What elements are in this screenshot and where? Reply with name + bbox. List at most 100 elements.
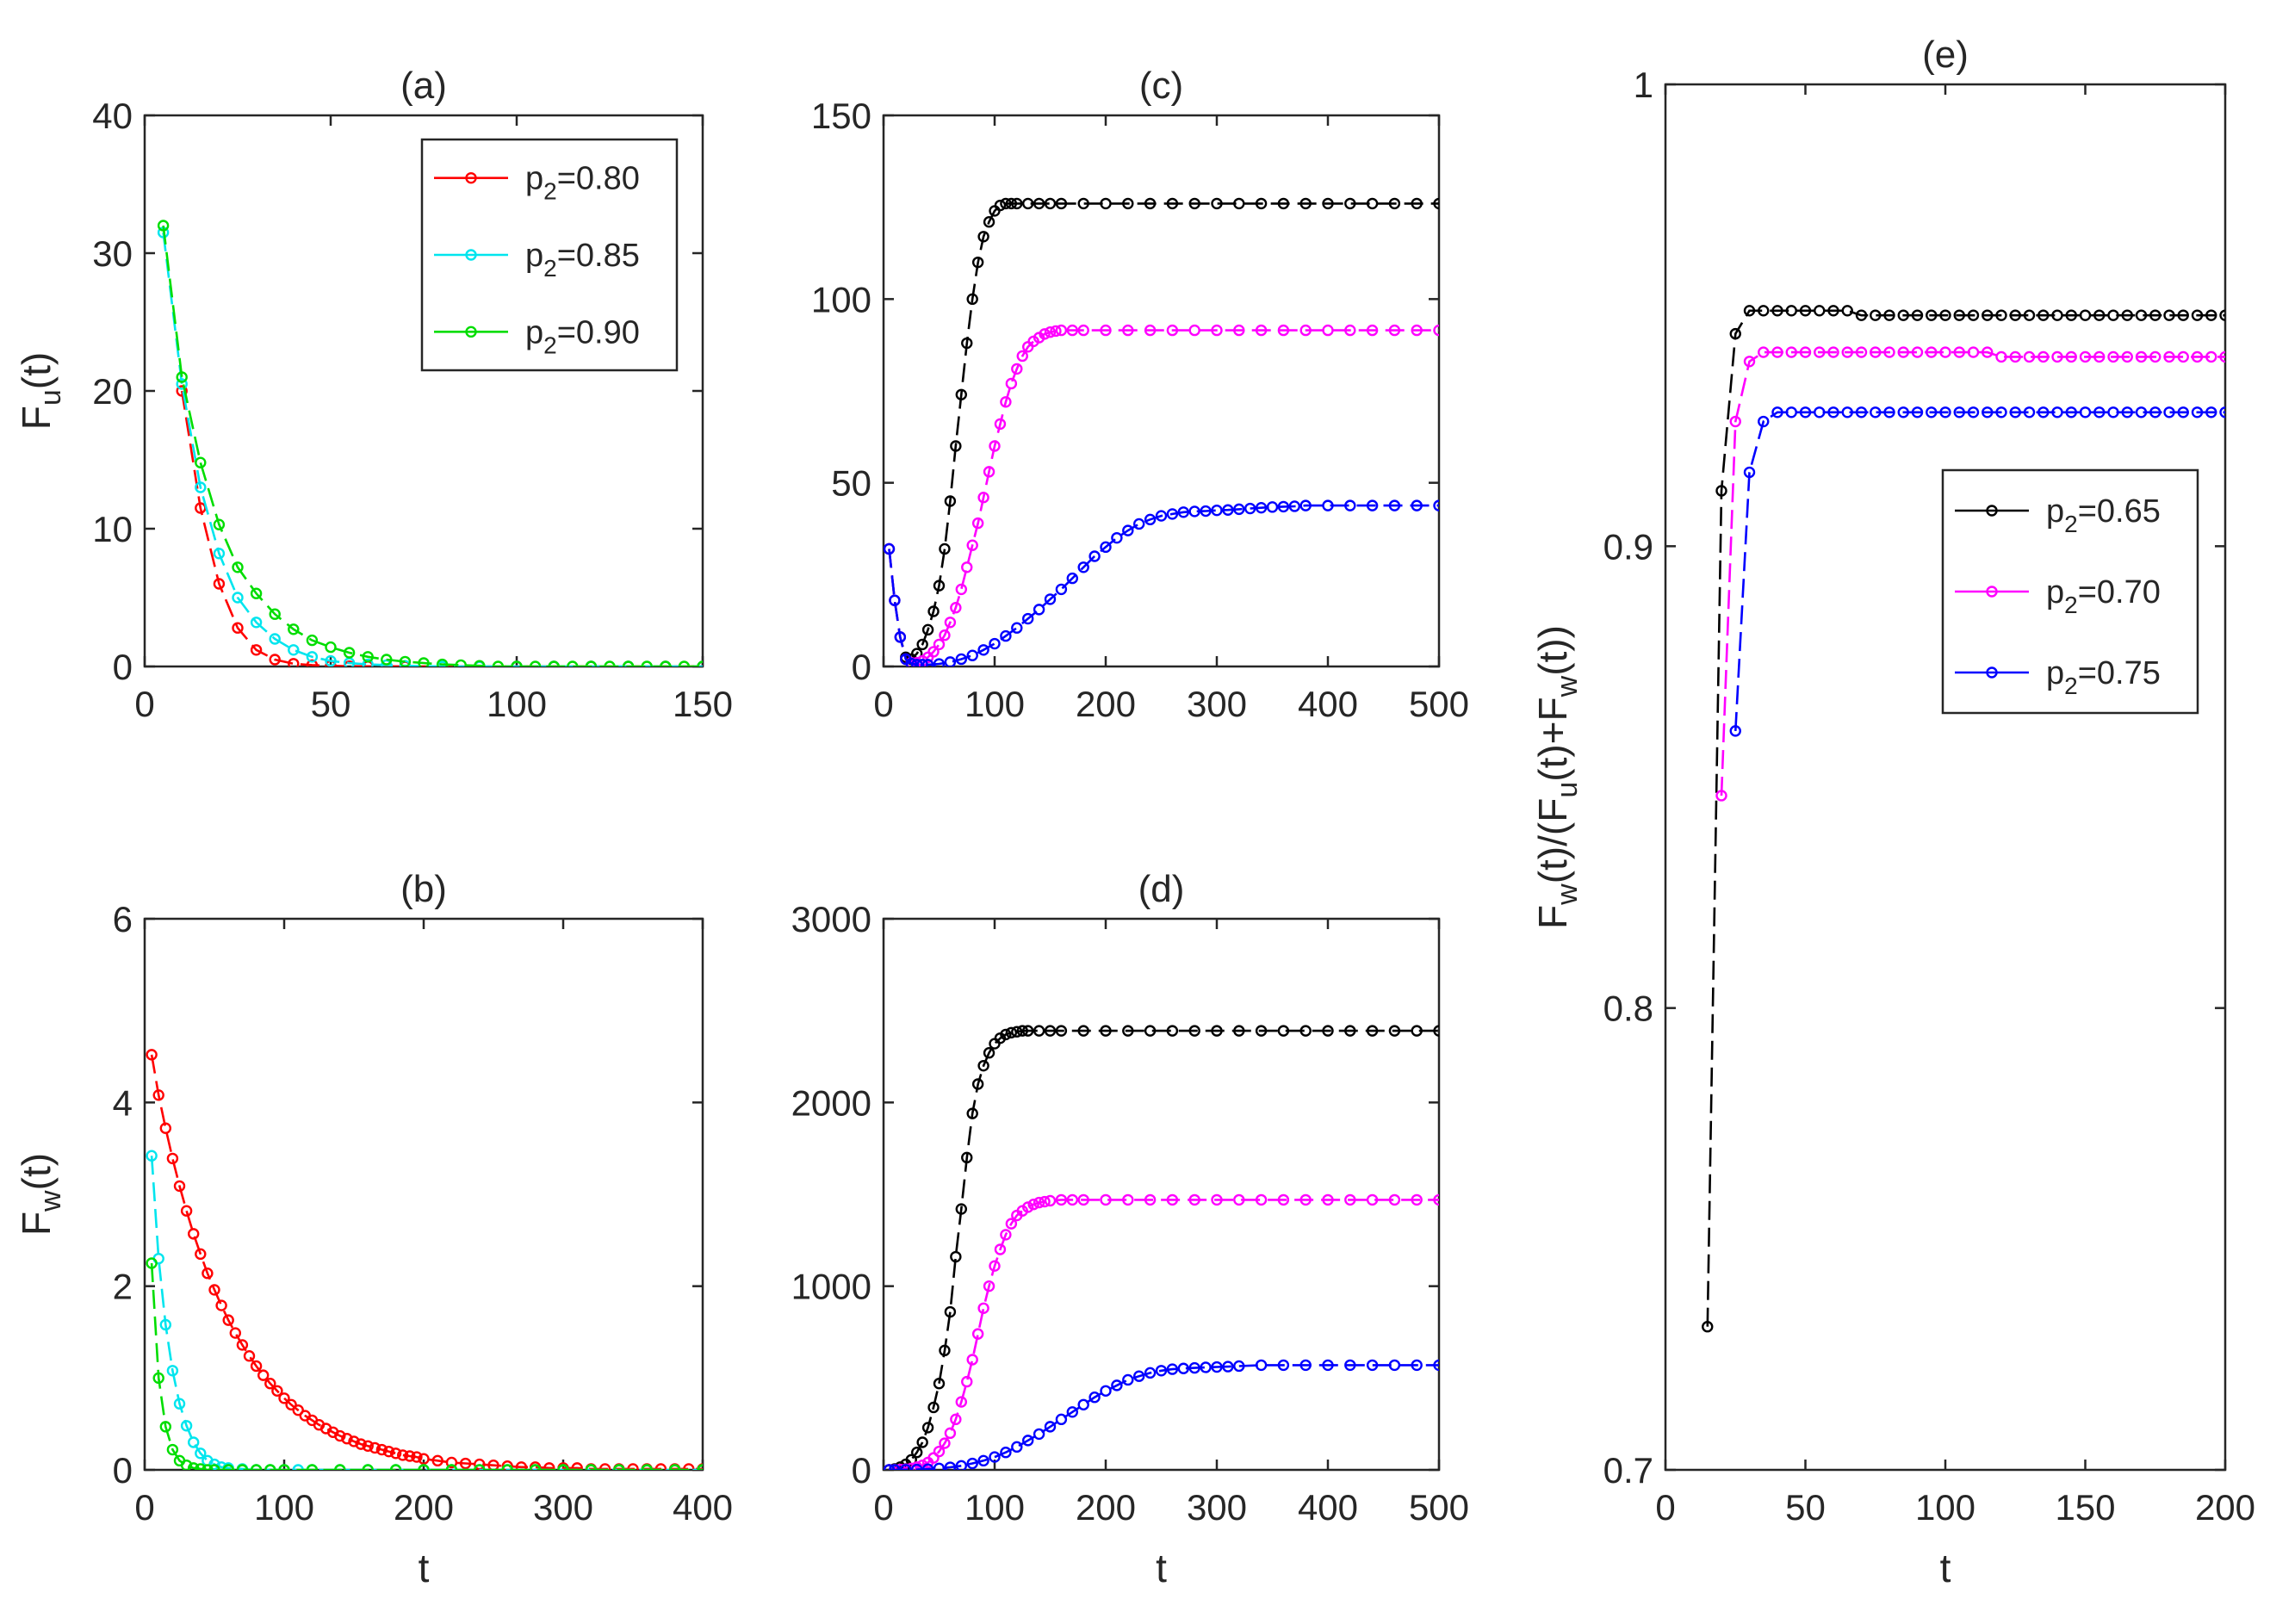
data-point	[180, 1459, 193, 1470]
data-point	[933, 1378, 946, 1390]
data-point	[994, 199, 1007, 212]
series-p2=0.75	[884, 1359, 1439, 1470]
data-point	[418, 1464, 430, 1470]
data-point	[292, 1404, 304, 1416]
legend-swatch-marker	[465, 325, 477, 338]
data-point	[264, 1378, 276, 1390]
data-point	[306, 634, 319, 647]
data-point	[269, 633, 281, 645]
data-point	[1055, 1193, 1068, 1206]
data-point	[1411, 1359, 1423, 1372]
x-tick-label: 150	[673, 684, 733, 724]
data-point	[250, 587, 263, 599]
data-point	[2107, 309, 2119, 321]
series-line	[1706, 309, 2225, 1327]
data-point	[1299, 1025, 1312, 1037]
data-point	[921, 659, 934, 666]
data-point	[1911, 346, 1924, 358]
data-point	[1211, 197, 1223, 210]
data-point	[399, 655, 412, 666]
data-point	[543, 1462, 555, 1470]
data-point	[1011, 1441, 1023, 1454]
series-line	[888, 504, 1439, 666]
data-point	[348, 1435, 360, 1447]
data-point	[977, 492, 989, 504]
legend-label-subscript: 2	[2064, 592, 2078, 618]
data-point	[474, 660, 486, 666]
data-point	[1926, 309, 1938, 321]
x-tick-label: 500	[1409, 684, 1469, 724]
data-point	[152, 1089, 164, 1101]
legend-label-part: =0.90	[557, 314, 640, 350]
y-tick-label: 1	[1634, 65, 1653, 105]
y-axis-label-part: (t)	[14, 1153, 59, 1190]
data-point	[1044, 326, 1057, 338]
data-point	[1841, 346, 1853, 358]
x-tick-label: 150	[2055, 1487, 2115, 1528]
data-point	[152, 1372, 164, 1385]
x-tick-label: 0	[873, 684, 893, 724]
data-point	[2177, 406, 2189, 418]
data-point	[971, 1328, 984, 1340]
legend-label-subscript: 2	[543, 178, 557, 205]
data-point	[1366, 1359, 1379, 1372]
data-point	[1799, 406, 1812, 418]
data-point	[341, 1433, 353, 1445]
data-point	[950, 440, 962, 452]
data-point	[180, 1420, 193, 1432]
data-point	[1222, 504, 1234, 516]
data-point	[166, 1443, 179, 1456]
x-tick-label: 300	[1187, 1487, 1247, 1528]
data-point	[213, 548, 226, 560]
data-point	[264, 1464, 276, 1470]
data-point	[604, 660, 616, 666]
legend-label-part: =0.65	[2078, 493, 2161, 530]
data-point	[1027, 1199, 1039, 1211]
series-p2=0.90	[146, 1257, 703, 1470]
data-point	[933, 638, 946, 651]
data-point	[2177, 350, 2189, 363]
x-axis-label: t	[419, 1546, 430, 1590]
data-point	[944, 1461, 957, 1470]
data-point	[1277, 1193, 1290, 1206]
x-tick-label: 400	[1298, 684, 1358, 724]
data-point	[961, 1151, 973, 1164]
data-point	[933, 580, 946, 592]
data-point	[1177, 506, 1190, 518]
data-point	[1344, 1359, 1356, 1372]
data-point	[222, 1314, 234, 1326]
data-point	[1166, 197, 1179, 210]
x-tick-label: 0	[1655, 1487, 1675, 1528]
data-point	[195, 456, 207, 468]
data-point	[1000, 1447, 1012, 1459]
x-tick-label: 200	[1076, 684, 1136, 724]
data-point	[1021, 1025, 1034, 1037]
data-point	[905, 1462, 917, 1470]
data-point	[343, 647, 356, 659]
y-tick-label: 0	[113, 647, 133, 687]
data-point	[146, 1049, 158, 1061]
data-point	[1100, 324, 1112, 337]
data-point	[166, 1152, 179, 1165]
subplot-b: 0 100 200 300 400 0 2 4 6 (b) t Fw(t)	[14, 868, 733, 1590]
y-tick-label: 100	[811, 279, 871, 319]
data-point	[146, 1257, 158, 1269]
data-point	[1132, 1370, 1145, 1382]
data-point	[613, 1464, 625, 1470]
data-point	[1827, 406, 1839, 418]
data-point	[971, 1078, 984, 1090]
data-point	[1055, 1025, 1068, 1037]
series-p2=0.75	[1729, 406, 2225, 737]
legend-label: p2=0.85	[525, 238, 640, 282]
legend-label-subscript: 2	[2064, 511, 2078, 537]
data-point	[944, 656, 957, 666]
data-point	[921, 1422, 934, 1434]
x-tick-label: 500	[1409, 1487, 1469, 1528]
data-point	[641, 1464, 653, 1470]
data-point	[1188, 1193, 1200, 1206]
data-point	[966, 293, 978, 306]
data-point	[157, 220, 170, 232]
data-point	[173, 1398, 186, 1410]
data-point	[381, 654, 393, 666]
